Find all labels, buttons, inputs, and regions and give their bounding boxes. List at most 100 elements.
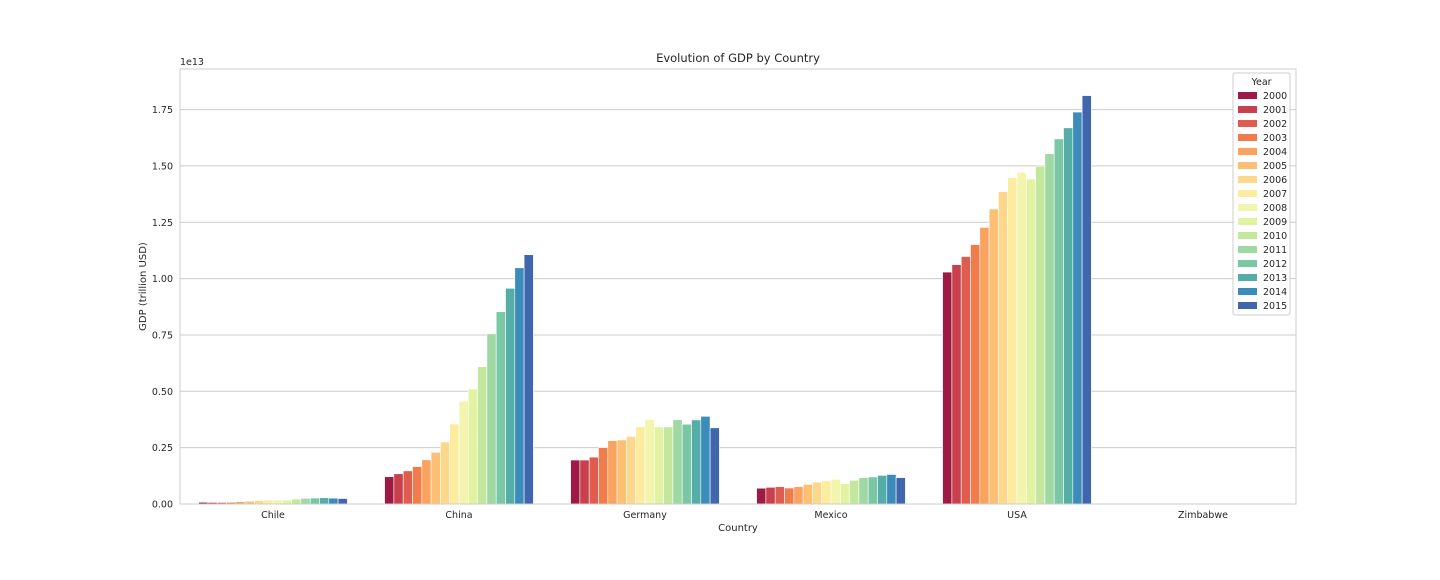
bars: [198, 95, 1092, 505]
bar-germany-2013: [691, 419, 702, 505]
bar-china-2013: [505, 288, 516, 505]
bar-chile-2006: [254, 500, 264, 505]
bar-germany-2000: [570, 459, 581, 505]
bar-usa-2007: [1007, 177, 1018, 505]
bar-mexico-2010: [849, 480, 860, 505]
bar-usa-2009: [1026, 178, 1036, 505]
bar-mexico-2012: [867, 476, 878, 505]
bar-germany-2011: [672, 419, 683, 505]
bar-germany-2010: [663, 426, 674, 505]
bar-chile-2014: [328, 497, 339, 505]
y-axis-label: GDP (trillion USD): [138, 242, 149, 331]
bar-usa-2012: [1053, 138, 1064, 505]
bar-usa-2002: [960, 256, 971, 505]
legend-swatch-2000: [1238, 92, 1257, 99]
legend-swatch-2014: [1238, 288, 1257, 295]
legend-swatch-2015: [1238, 302, 1257, 309]
legend-swatch-2009: [1238, 218, 1257, 225]
bar-chile-2007: [263, 499, 274, 505]
legend-swatch-2011: [1238, 246, 1257, 253]
bar-mexico-2013: [877, 475, 888, 505]
bar-mexico-2008: [830, 478, 841, 505]
bar-chile-2012: [309, 497, 320, 505]
legend-label-2008: 2008: [1263, 203, 1287, 214]
bar-mexico-2009: [839, 483, 850, 505]
bar-mexico-2005: [802, 484, 813, 505]
y-tick-label: 1.00: [152, 274, 173, 285]
legend-swatch-2001: [1238, 106, 1257, 113]
legend-label-2015: 2015: [1263, 301, 1287, 312]
legend-label-2013: 2013: [1263, 273, 1287, 284]
legend-swatch-2008: [1238, 204, 1257, 211]
bar-mexico-2002: [774, 486, 785, 505]
x-axis-label: Country: [718, 523, 758, 534]
x-tick-label: Chile: [261, 510, 285, 521]
legend-label-2006: 2006: [1263, 175, 1287, 186]
bar-china-2006: [440, 441, 450, 505]
y-tick-label: 0.00: [152, 500, 173, 511]
bar-usa-2014: [1072, 111, 1083, 505]
bar-mexico-2001: [765, 487, 776, 505]
bar-germany-2015: [709, 427, 720, 505]
chart-title: Evolution of GDP by Country: [656, 51, 820, 65]
bar-chile-2008: [272, 499, 283, 505]
bar-china-2015: [523, 254, 534, 505]
bar-mexico-2003: [784, 487, 795, 505]
legend-label-2004: 2004: [1263, 147, 1287, 158]
y-tick-label: 1.75: [152, 105, 173, 116]
plot-frame: [179, 68, 1297, 505]
legend-swatch-2010: [1238, 232, 1257, 239]
bar-china-2007: [449, 423, 460, 505]
bar-germany-2005: [616, 439, 627, 505]
bar-germany-2006: [626, 436, 637, 505]
legend-title: Year: [1250, 77, 1271, 88]
bar-germany-2004: [607, 440, 618, 505]
bar-germany-2012: [681, 423, 692, 505]
bar-usa-2011: [1044, 153, 1055, 505]
bar-mexico-2011: [858, 477, 869, 505]
legend-swatch-2006: [1238, 176, 1257, 183]
bar-mexico-2006: [812, 481, 823, 505]
bar-china-2011: [486, 333, 497, 505]
bar-germany-2002: [588, 456, 599, 505]
legend: Year 20002001200220032004200520062007200…: [1232, 72, 1291, 316]
legend-swatch-2002: [1238, 120, 1257, 127]
bar-germany-2008: [644, 419, 655, 505]
bar-chile-2011: [300, 498, 311, 505]
bar-chile-2015: [337, 498, 348, 505]
bar-germany-2014: [700, 416, 711, 505]
bar-mexico-2015: [895, 477, 906, 505]
y-tick-label: 0.25: [152, 443, 173, 454]
y-tick-label: 1.25: [152, 218, 173, 229]
legend-label-2001: 2001: [1263, 105, 1287, 116]
bar-mexico-2014: [886, 474, 897, 505]
legend-swatch-2004: [1238, 148, 1257, 155]
bar-china-2000: [384, 476, 395, 505]
bar-germany-2009: [653, 426, 664, 505]
bar-usa-2015: [1081, 95, 1092, 505]
bar-china-2014: [514, 267, 525, 505]
legend-label-2007: 2007: [1263, 189, 1287, 200]
legend-label-2011: 2011: [1263, 245, 1287, 256]
bar-chile-2010: [291, 498, 302, 505]
legend-items: 2000 2001 2002 2003 2004 2005 2006 2007 2008 2009…: [1238, 91, 1287, 312]
y-tick-label: 1.50: [152, 161, 173, 172]
bar-china-2002: [402, 470, 413, 505]
legend-box: [1232, 72, 1291, 316]
bar-usa-2001: [951, 264, 962, 505]
x-tick-label: Zimbabwe: [1178, 510, 1228, 521]
bar-usa-2005: [988, 208, 999, 505]
x-tick-label: USA: [1007, 510, 1027, 521]
bar-germany-2007: [635, 426, 646, 505]
bar-mexico-2000: [756, 487, 767, 505]
y-tick-label: 0.75: [152, 330, 173, 341]
y-tick-label: 0.50: [152, 387, 173, 398]
legend-label-2009: 2009: [1263, 217, 1287, 228]
bar-chile-2009: [281, 499, 292, 505]
legend-label-2014: 2014: [1263, 287, 1287, 298]
legend-swatch-2012: [1238, 260, 1257, 267]
bar-china-2001: [393, 473, 404, 505]
y-offset-text: 1e13: [180, 57, 204, 68]
bar-usa-2013: [1063, 127, 1074, 505]
